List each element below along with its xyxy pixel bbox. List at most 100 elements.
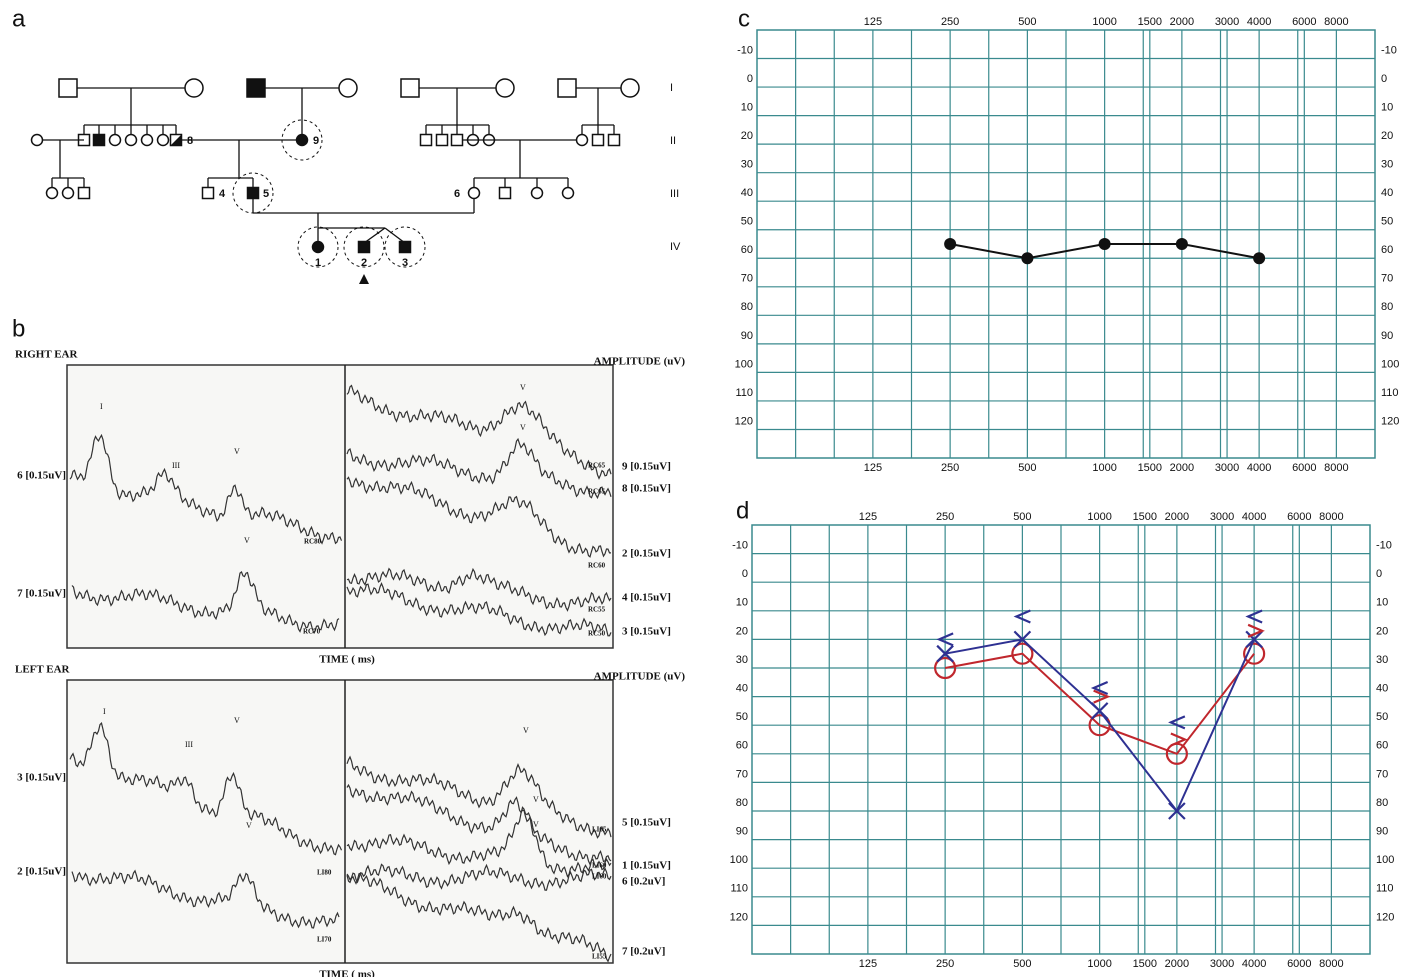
x-tick-label: 6000 bbox=[1292, 16, 1316, 28]
pedigree-male bbox=[421, 135, 432, 146]
y-tick-label: 10 bbox=[736, 597, 748, 609]
y-tick-label: 70 bbox=[1376, 768, 1388, 780]
x-tick-label: 6000 bbox=[1292, 462, 1316, 474]
trace-code: LI80 bbox=[317, 869, 332, 877]
y-tick-label: 40 bbox=[741, 187, 753, 199]
pedigree-male bbox=[94, 135, 105, 146]
x-tick-label: 1500 bbox=[1138, 462, 1162, 474]
pedigree-female bbox=[577, 135, 588, 146]
pedigree-male bbox=[359, 242, 370, 253]
x-tick-label: 1000 bbox=[1092, 462, 1116, 474]
y-tick-label: 90 bbox=[1381, 330, 1393, 342]
y-tick-label: 40 bbox=[736, 683, 748, 695]
peak-label: V bbox=[520, 423, 526, 432]
y-tick-label: 120 bbox=[1376, 911, 1394, 923]
audiogram: 1251252502505005001000100015001500200020… bbox=[735, 16, 1400, 474]
trace-code: LI60 bbox=[592, 862, 607, 870]
trace-code: LI70 bbox=[317, 936, 332, 944]
panel-label: d bbox=[736, 497, 749, 524]
figure: a b c d IIIIIIIV89456123RIGHT EARAMPLITU… bbox=[0, 0, 1402, 977]
y-tick-label: -10 bbox=[732, 540, 748, 552]
individual-number: 6 bbox=[454, 188, 460, 200]
peak-label: V bbox=[533, 820, 539, 829]
pedigree-male bbox=[59, 79, 77, 97]
x-tick-label: 250 bbox=[936, 511, 954, 523]
amplitude-label: AMPLITUDE (uV) bbox=[594, 671, 686, 683]
y-tick-label: 110 bbox=[1376, 883, 1394, 895]
pedigree-female bbox=[126, 135, 137, 146]
x-tick-label: 500 bbox=[1018, 462, 1036, 474]
y-tick-label: 0 bbox=[1376, 568, 1382, 580]
peak-label: V bbox=[234, 447, 240, 456]
y-tick-label: -10 bbox=[1376, 540, 1392, 552]
pedigree-female bbox=[313, 242, 324, 253]
trace-label: 6 [0.2uV] bbox=[622, 876, 665, 888]
x-tick-label: 125 bbox=[864, 462, 882, 474]
x-tick-label: 125 bbox=[859, 958, 877, 970]
pedigree-female bbox=[63, 188, 74, 199]
x-tick-label: 500 bbox=[1013, 958, 1031, 970]
x-tick-label: 2000 bbox=[1170, 462, 1194, 474]
data-point bbox=[1099, 238, 1111, 250]
data-point bbox=[1253, 252, 1265, 264]
pedigree-male bbox=[452, 135, 463, 146]
y-tick-label: 120 bbox=[735, 415, 753, 427]
pedigree-female bbox=[47, 188, 58, 199]
y-tick-label: 50 bbox=[1381, 216, 1393, 228]
y-tick-label: 50 bbox=[1376, 711, 1388, 723]
y-tick-label: 90 bbox=[736, 826, 748, 838]
trace-code: LI65 bbox=[592, 826, 607, 834]
panel-label: a bbox=[12, 5, 26, 32]
pedigree-male bbox=[248, 188, 259, 199]
pedigree-female bbox=[563, 188, 574, 199]
trace-label: 3 [0.15uV] bbox=[622, 626, 671, 638]
y-tick-label: 100 bbox=[1381, 358, 1399, 370]
y-tick-label: -10 bbox=[1381, 44, 1397, 56]
trace-label: 3 [0.15uV] bbox=[17, 772, 66, 784]
trace-code: LI60 bbox=[592, 873, 607, 881]
x-tick-label: 1000 bbox=[1092, 16, 1116, 28]
y-tick-label: 70 bbox=[736, 768, 748, 780]
trace-code: RC70 bbox=[303, 628, 321, 636]
y-tick-label: 110 bbox=[1381, 387, 1399, 399]
x-tick-label: 1000 bbox=[1087, 511, 1111, 523]
individual-number: 1 bbox=[315, 257, 321, 269]
x-tick-label: 4000 bbox=[1242, 958, 1266, 970]
x-tick-label: 125 bbox=[859, 511, 877, 523]
panel-label: b bbox=[12, 315, 25, 342]
trace-code: LI55 bbox=[592, 953, 607, 961]
x-tick-label: 1500 bbox=[1133, 511, 1157, 523]
pedigree-female bbox=[158, 135, 169, 146]
individual-number: 8 bbox=[187, 135, 193, 147]
y-tick-label: 20 bbox=[1376, 625, 1388, 637]
y-tick-label: 100 bbox=[730, 854, 748, 866]
pedigree-male bbox=[79, 188, 90, 199]
y-tick-label: 110 bbox=[735, 387, 753, 399]
data-point bbox=[1021, 252, 1033, 264]
trace-code: RC55 bbox=[588, 606, 606, 614]
pedigree-female bbox=[185, 79, 203, 97]
pedigree-female bbox=[496, 79, 514, 97]
individual-number: 3 bbox=[402, 257, 408, 269]
y-tick-label: 60 bbox=[736, 740, 748, 752]
y-tick-label: 30 bbox=[1376, 654, 1388, 666]
x-tick-label: 500 bbox=[1018, 16, 1036, 28]
generation-label: I bbox=[670, 82, 673, 94]
x-tick-label: 2000 bbox=[1170, 16, 1194, 28]
pedigree-male bbox=[437, 135, 448, 146]
trace-code: RC50 bbox=[588, 630, 606, 638]
pedigree-male bbox=[558, 79, 576, 97]
trace-label: 7 [0.15uV] bbox=[17, 588, 66, 600]
y-tick-label: 100 bbox=[1376, 854, 1394, 866]
x-tick-label: 3000 bbox=[1210, 511, 1234, 523]
y-tick-label: 50 bbox=[741, 216, 753, 228]
pedigree-female bbox=[110, 135, 121, 146]
pedigree-male bbox=[400, 242, 411, 253]
y-tick-label: 60 bbox=[1376, 740, 1388, 752]
amplitude-label: AMPLITUDE (uV) bbox=[594, 356, 686, 368]
x-tick-label: 4000 bbox=[1247, 16, 1271, 28]
x-tick-label: 8000 bbox=[1319, 958, 1343, 970]
y-tick-label: 20 bbox=[736, 625, 748, 637]
y-tick-label: -10 bbox=[737, 44, 753, 56]
pedigree-male bbox=[247, 79, 265, 97]
